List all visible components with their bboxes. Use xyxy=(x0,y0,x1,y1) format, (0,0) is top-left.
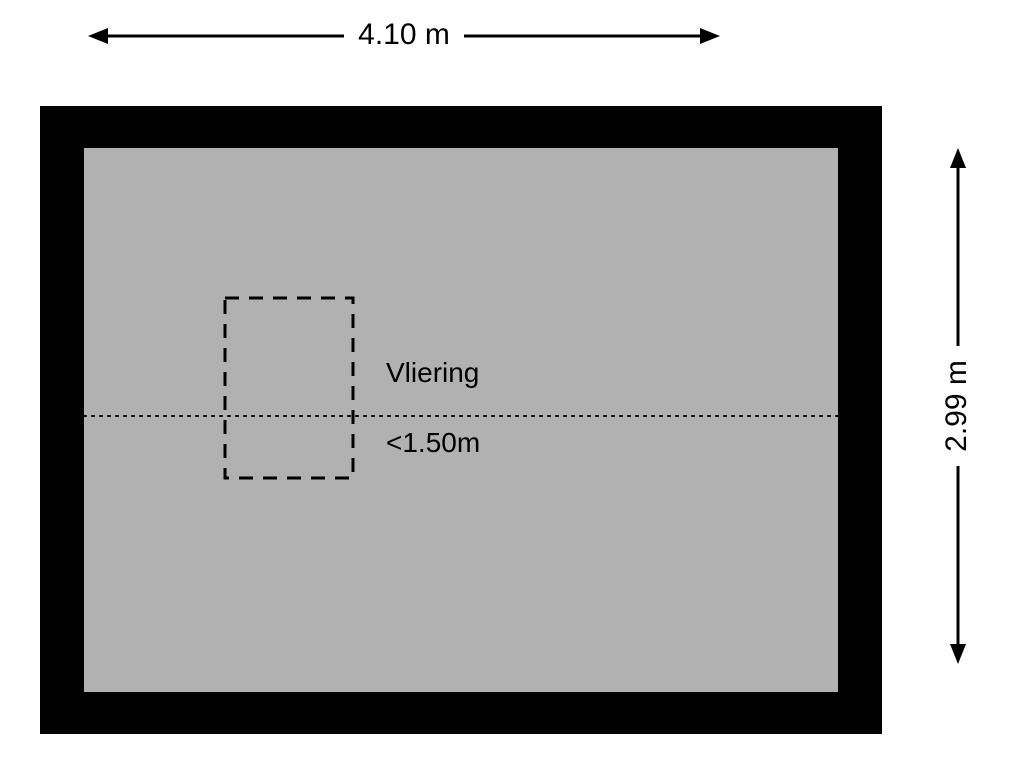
dim-horizontal-label: 4.10 m xyxy=(358,18,450,51)
dim-vertical-label: 2.99 m xyxy=(940,360,973,452)
height-note-label: <1.50m xyxy=(386,427,480,458)
room-name-label: Vliering xyxy=(386,357,479,388)
room-interior xyxy=(84,148,838,692)
